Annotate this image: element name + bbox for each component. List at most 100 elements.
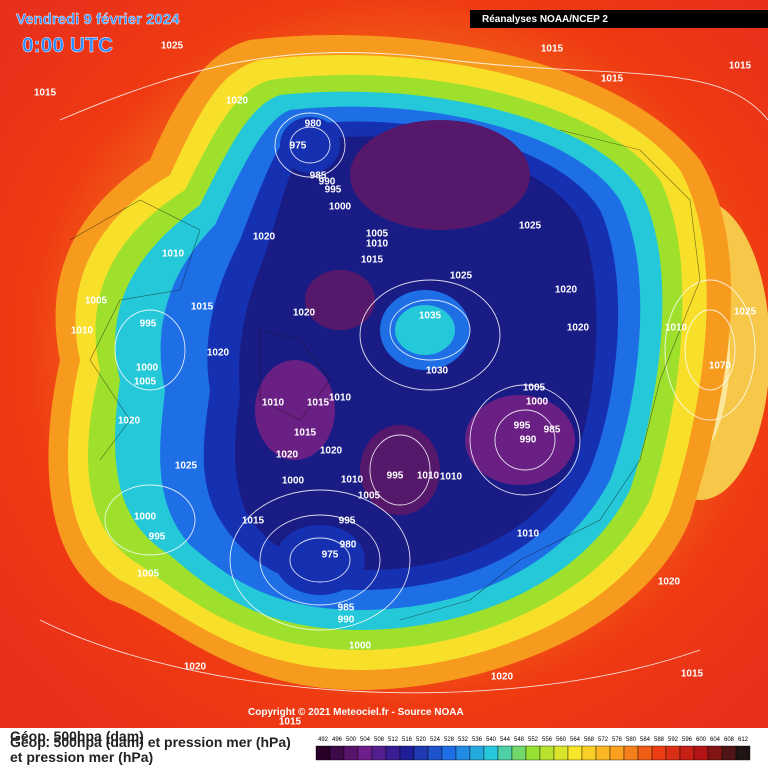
colorbar-label: 540: [486, 737, 497, 743]
isobar-label: 1015: [242, 516, 265, 527]
caption: Géop. 500hpa (dam) et pression mer (hPa): [10, 734, 291, 750]
colorbar-label: 596: [682, 737, 693, 743]
isobar-label: 1020: [658, 577, 681, 588]
isobar-label: 1005: [358, 491, 381, 502]
isobar-label: 1000: [526, 397, 549, 408]
isobar-label: 1015: [361, 255, 384, 266]
isobar-label: 1010: [162, 249, 185, 260]
isobar-label: 1015: [191, 302, 214, 313]
isobar-label: 995: [339, 516, 356, 527]
isobar-label: 1010: [366, 239, 389, 250]
isobar-label: 985: [310, 171, 327, 182]
colorbar-label: 536: [472, 737, 483, 743]
colorbar-swatch: [385, 745, 401, 761]
isobar-label: 980: [340, 540, 357, 551]
isobar-label: 1015: [541, 44, 564, 55]
isobar-labels: 1025101510209809759859909951000100510101…: [34, 41, 757, 728]
colorbar-swatch: [497, 745, 513, 761]
isobar-label: 1010: [341, 475, 364, 486]
colorbar-label: 604: [710, 737, 721, 743]
isobar-label: 1005: [85, 296, 108, 307]
isobar-label: 1020: [226, 96, 249, 107]
isobar-label: 1020: [253, 232, 276, 243]
isobar-label: 1010: [262, 398, 285, 409]
colorbar-swatch: [427, 745, 443, 761]
colorbar-label: 548: [514, 737, 525, 743]
isobar-label: 1005: [137, 569, 160, 580]
isobar-label: 1020: [293, 308, 316, 319]
colorbar-label: 612: [738, 737, 749, 743]
isobar-label: 1010: [665, 323, 688, 334]
colorbar-swatch: [525, 745, 541, 761]
isobar-label: 1020: [118, 416, 141, 427]
isobar-label: 1015: [601, 74, 624, 85]
colorbar-label: 556: [542, 737, 553, 743]
isobar-label: 1025: [161, 41, 184, 52]
isobar-label: 1020: [567, 323, 590, 334]
isobar-label: 1020: [184, 662, 207, 673]
colorbar-label: 608: [724, 737, 735, 743]
isobar-label: 1020: [491, 672, 514, 683]
isobar-label: 1015: [681, 669, 704, 680]
isobar-label: 995: [514, 421, 531, 432]
colorbar-swatch: [469, 745, 485, 761]
colorbar-label: 520: [416, 737, 427, 743]
isobar-label: 1015: [279, 717, 302, 728]
isobar-label: 1000: [134, 512, 157, 523]
colorbar-swatch: [623, 745, 639, 761]
colorbar-swatch: [637, 745, 653, 761]
colorbar-swatch: [511, 745, 527, 761]
isobar-label: 975: [290, 141, 307, 152]
colorbar-swatch: [707, 745, 723, 761]
colorbar-label: 560: [556, 737, 567, 743]
colorbar-swatch: [651, 745, 667, 761]
title: Vendredi 9 février 2024: [16, 11, 180, 28]
isobar-label: 1010: [517, 529, 540, 540]
isobar-label: 1015: [729, 61, 752, 72]
isobars: [39, 52, 768, 694]
isobar-label: 1020: [207, 348, 230, 359]
isobar-label: 1025: [519, 221, 542, 232]
isobar-label: 995: [140, 319, 157, 330]
isobar-label: 1000: [136, 363, 159, 374]
source-box: [470, 10, 768, 28]
isobar-label: 1020: [555, 285, 578, 296]
colorbar-label: 528: [444, 737, 455, 743]
colorbar-label: 524: [430, 737, 441, 743]
colorbar-swatch: [483, 745, 499, 761]
isobar-label: 985: [338, 603, 355, 614]
colorbar-swatch: [679, 745, 695, 761]
isobar-label: 995: [149, 532, 166, 543]
colorbar-swatch: [413, 745, 429, 761]
isobar-label: 990: [520, 435, 537, 446]
isobar-label: 985: [544, 425, 561, 436]
colorbar-label: 568: [584, 737, 595, 743]
copyright: Copyright © 2021 Meteociel.fr - Source N…: [248, 707, 464, 718]
isobar-label: 1030: [426, 366, 449, 377]
colorbar-label: 588: [654, 737, 665, 743]
colorbar-swatch: [609, 745, 625, 761]
isobar-label: 990: [338, 615, 355, 626]
colorbar-label: 508: [374, 737, 385, 743]
source-text: Réanalyses NOAA/NCEP 2: [482, 14, 608, 25]
colorbar-swatch: [329, 745, 345, 761]
isobar-label: 1000: [329, 202, 352, 213]
colorbar-label: 600: [696, 737, 707, 743]
time: 0:00 UTC: [22, 34, 113, 57]
isobar-label: 1010: [329, 393, 352, 404]
colorbar-swatch: [357, 745, 373, 761]
isobar-label: 1010: [440, 472, 463, 483]
colorbar-swatch: [567, 745, 583, 761]
isobar-label: 1025: [175, 461, 198, 472]
colorbar-label: 504: [360, 737, 371, 743]
colorbar-label: 512: [388, 737, 399, 743]
colorbar-swatch: [441, 745, 457, 761]
colorbar-swatch: [455, 745, 471, 761]
field: [0, 0, 768, 730]
isobar-label: 980: [305, 119, 322, 130]
isobar-label: 1000: [282, 476, 305, 487]
colorbar-swatch: [343, 745, 359, 761]
isobar-label: 995: [387, 471, 404, 482]
